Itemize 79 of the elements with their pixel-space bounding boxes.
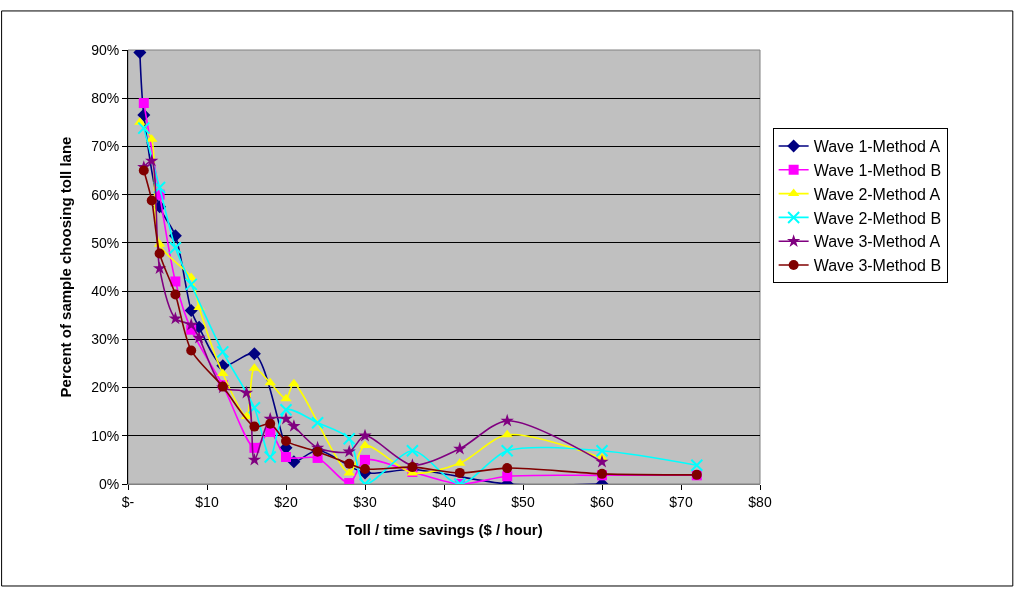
x-tick-label: $40 [432, 493, 456, 510]
point [405, 444, 419, 458]
point [239, 385, 254, 399]
point [690, 458, 704, 472]
point [501, 429, 513, 438]
point [281, 436, 291, 447]
point [360, 464, 370, 475]
x-tick-label: $10 [195, 493, 219, 510]
point [281, 452, 291, 462]
y-axis-title: Percent of sample choosing toll lane [57, 136, 75, 398]
point [288, 378, 300, 387]
point [216, 345, 230, 359]
point [342, 444, 356, 458]
y-tick-label: 40% [91, 283, 120, 300]
x-tick-label: $50 [511, 493, 535, 510]
point [249, 421, 260, 432]
point [138, 98, 149, 109]
x-tick-label: $20 [274, 493, 298, 510]
point [184, 303, 198, 317]
point [265, 418, 276, 429]
point [287, 419, 301, 432]
point [454, 467, 465, 478]
legend-label: Wave 3-Method B [813, 257, 942, 275]
x-tick-label: $- [121, 493, 135, 510]
legend-label: Wave 1-Method B [813, 162, 942, 180]
y-tick-label: 80% [91, 90, 120, 107]
point [344, 458, 355, 469]
point [263, 450, 277, 464]
y-tick-label: 20% [91, 379, 120, 396]
x-tick-label: $30 [353, 493, 377, 510]
point [184, 317, 198, 331]
y-tick-label: 50% [91, 234, 120, 251]
point [502, 463, 513, 474]
point [500, 444, 514, 458]
point [153, 180, 167, 194]
point [145, 153, 159, 167]
legend-label: Wave 2-Method A [813, 185, 941, 203]
y-tick-label: 90% [91, 41, 120, 58]
point [500, 413, 514, 427]
point [279, 403, 293, 417]
y-tick-label: 60% [91, 186, 120, 203]
y-tick-label: 70% [91, 138, 120, 155]
point [407, 462, 418, 473]
point [247, 401, 261, 415]
point [264, 377, 276, 386]
point [453, 441, 467, 455]
point [247, 452, 262, 466]
x-tick-label: $80 [748, 493, 772, 510]
point [170, 276, 181, 287]
legend-label: Wave 3-Method A [813, 233, 941, 251]
point [358, 428, 372, 442]
point [247, 347, 261, 361]
point [168, 311, 183, 325]
y-tick-label: 30% [91, 331, 120, 348]
point [154, 248, 165, 259]
point [192, 330, 206, 344]
point [595, 454, 609, 468]
y-tick-label: 0% [98, 475, 120, 492]
point [138, 165, 149, 176]
x-tick-label: $60 [590, 493, 614, 510]
point [186, 345, 197, 356]
point [152, 261, 167, 275]
point [342, 432, 356, 446]
point [168, 241, 182, 255]
point [595, 444, 609, 458]
point [360, 454, 370, 465]
point [170, 289, 181, 300]
legend-label: Wave 1-Method A [813, 138, 941, 156]
point [217, 368, 229, 377]
point [279, 411, 293, 425]
x-tick-label: $70 [669, 493, 693, 510]
point [311, 416, 325, 430]
y-tick-label: 10% [91, 427, 120, 444]
point [280, 393, 292, 402]
point [137, 121, 151, 135]
x-axis-title: Toll / time savings ($ / hour) [345, 520, 543, 538]
legend-label: Wave 2-Method B [813, 209, 942, 227]
point [146, 195, 157, 206]
point [184, 277, 198, 291]
